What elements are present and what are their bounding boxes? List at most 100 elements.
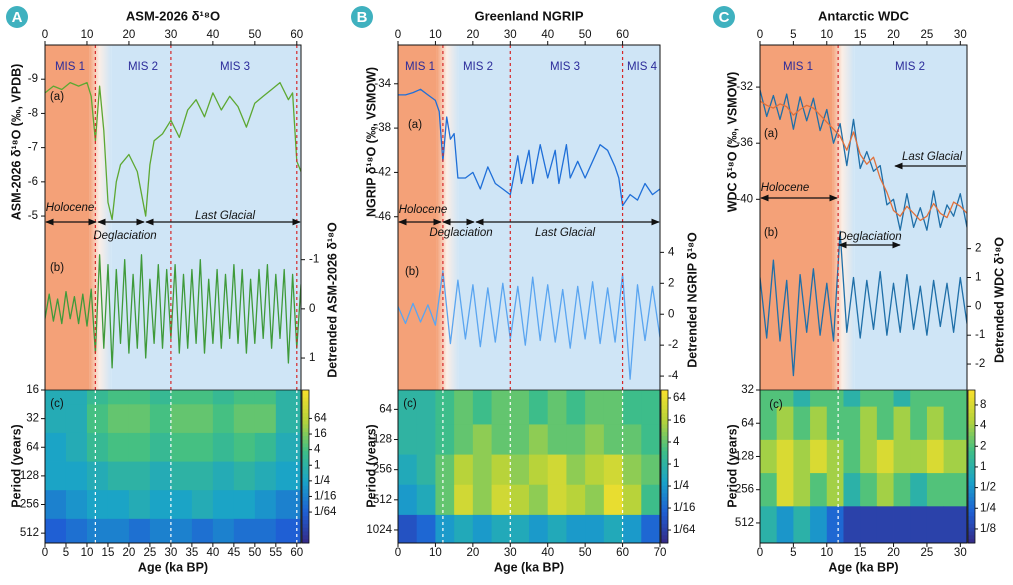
heat-cell [547,390,567,425]
heat-cell [529,484,549,516]
heat-cell [843,439,861,474]
colorbar-segment [302,508,309,513]
heat-cell [128,518,151,544]
mis-label: MIS 3 [550,61,580,73]
y-tick-label: -42 [374,166,391,178]
panel-letter: C [719,9,730,26]
heat-cell [454,514,474,544]
heat-cell [893,390,911,408]
heat-cell [860,406,878,441]
period-annotation: Holocene [399,204,448,216]
colorbar-segment [661,500,668,506]
colorbar-segment [302,409,309,414]
colorbar-segment [968,447,975,452]
colorbar-segment [661,420,668,425]
y-axis-label: ASM-2026 δ¹⁸O (‰, VPDB) [9,64,23,221]
colorbar-segment [661,489,668,494]
colorbar-segment [968,500,975,506]
heat-cell [760,439,778,474]
y-axis-label: Detrended NGRIP δ¹⁸O [685,232,699,368]
x-tick-label: 0 [757,547,763,559]
x-axis-label: Age (ka BP) [828,560,898,574]
heat-cell [622,484,642,516]
subplot-tag: (b) [50,262,64,274]
heat-cell [776,406,794,441]
heat-cell [910,406,928,441]
y-axis-label: Period (years) [364,424,378,507]
panel: -9 -8 -7 -6 -5 ASM-2026 δ¹⁸O (‰, VPDB) -1 0 1 Det… [6,6,339,574]
y-tick-label: 64 [26,441,39,453]
x-tick-label: 0 [42,547,48,559]
heat-cell [398,424,418,455]
top-x-tick-label: 10 [820,29,833,41]
heat-cell [107,404,130,434]
colorbar-segment [661,523,668,529]
heat-cell [566,514,586,544]
data-line [760,100,967,222]
top-x-tick-label: 30 [954,29,967,41]
heat-cell [843,390,861,408]
colorbar-segment [302,489,309,494]
y-tick-label: 64 [741,417,754,429]
mis-label: MIS 1 [783,61,813,73]
glacial-background [854,45,967,390]
colorbar-segment [968,508,975,513]
heat-cell [860,439,878,474]
heat-cell [275,404,302,434]
heat-cell [212,518,235,544]
heat-cell [86,432,109,462]
y-tick-label: 128 [373,434,392,446]
heat-cell [416,390,436,425]
colorbar-segment [968,470,975,475]
heat-cell [233,432,256,462]
holocene-background [398,45,437,390]
colorbar-segment [302,516,309,521]
top-x-tick-label: 50 [579,29,592,41]
x-tick-label: 10 [820,547,833,559]
y-tick-label: 512 [735,517,754,529]
x-tick-label: 30 [165,547,178,559]
colorbar-segment [302,500,309,506]
heat-cell [233,390,256,405]
colorbar-label: 64 [314,412,327,424]
colorbar-label: 64 [673,392,686,404]
colorbar-segment [302,435,309,441]
x-tick-label: 5 [63,547,69,559]
heat-cell [435,390,455,425]
period-annotation: Holocene [46,202,95,214]
heat-cell [398,454,418,486]
colorbar-segment [661,443,668,448]
colorbar-segment [968,409,975,414]
heat-cell [254,490,277,520]
heat-cell [893,406,911,441]
y-tick-label: 16 [26,384,39,396]
heat-cell [107,490,130,520]
heat-cell [910,473,928,507]
colorbar-segment [968,439,975,445]
colorbar-label: 4 [980,420,987,432]
colorbar-label: 1/4 [980,502,997,514]
colorbar-segment [661,439,668,445]
transition-background [832,45,855,390]
heat-cell [275,461,302,491]
heat-cell [793,406,811,441]
colorbar-label: 1/64 [673,524,696,536]
heat-cell [603,514,623,544]
colorbar-segment [302,424,309,429]
colorbar-segment [968,390,975,395]
heat-cell [529,390,549,425]
heat-cell [416,454,436,486]
y-tick-label: 1024 [366,524,392,536]
heat-cell [641,514,661,544]
heat-cell [233,461,256,491]
colorbar-segment [302,443,309,448]
x-axis-label: Age (ka BP) [494,560,564,574]
heat-cell [149,518,172,544]
heat-cell [107,461,130,491]
heat-cell [86,404,109,434]
heat-cell [212,390,235,405]
heat-cell [491,424,511,455]
colorbar-segment [968,504,975,510]
panel-letter: A [12,9,23,26]
